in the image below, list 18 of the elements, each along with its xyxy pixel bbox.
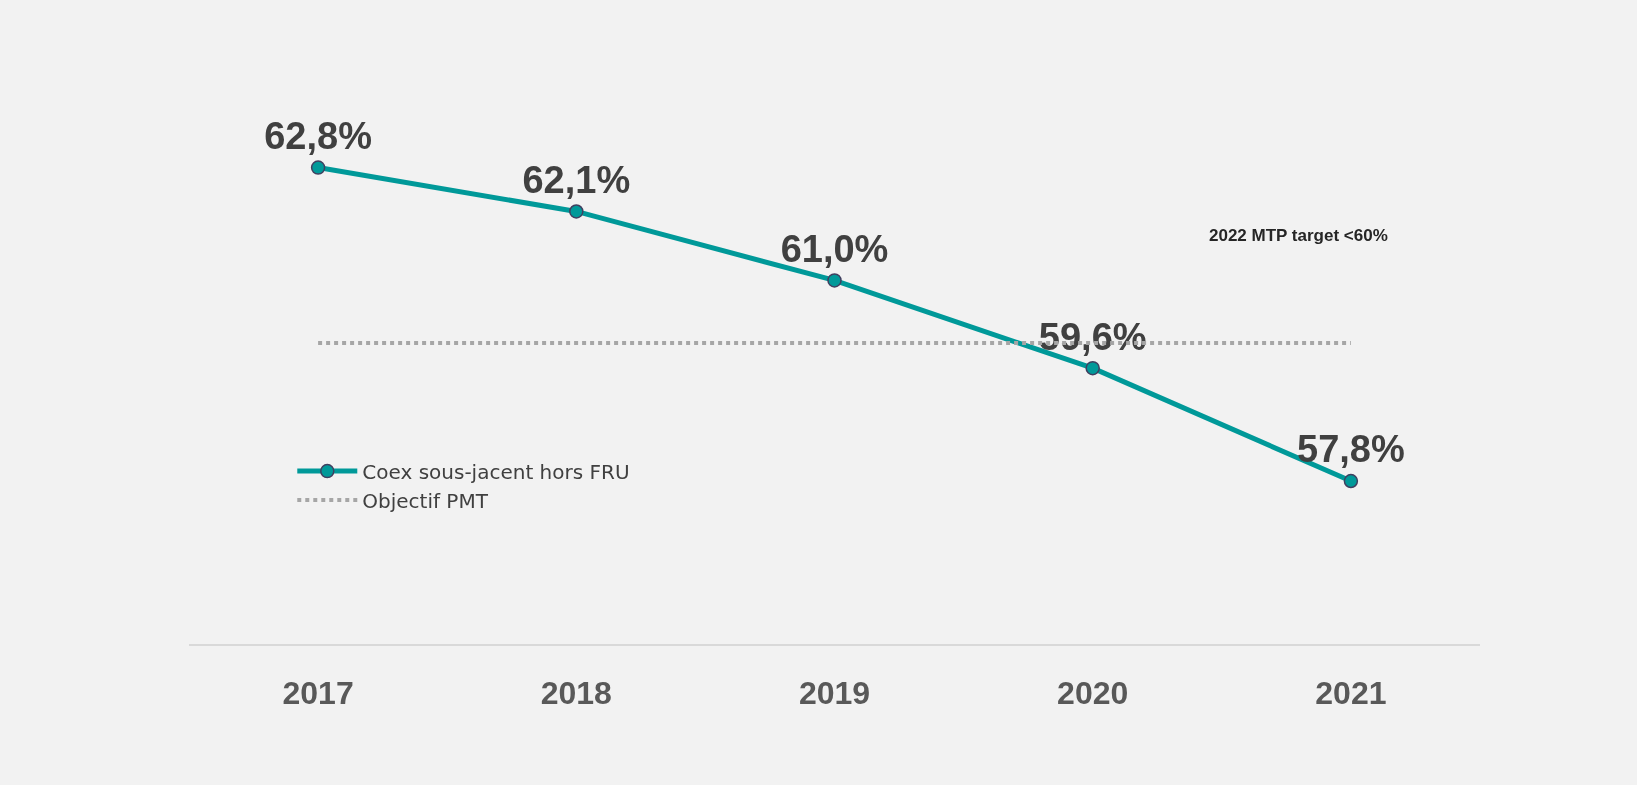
- x-tick-label: 2019: [798, 675, 871, 712]
- data-label: 62,8%: [264, 114, 372, 157]
- x-tick-label: 2020: [1057, 675, 1129, 712]
- x-tick-label: 2021: [1315, 675, 1387, 712]
- data-label: 59,6%: [1038, 315, 1147, 358]
- annotation: 2022 MTP target <60%: [1209, 226, 1388, 245]
- data-label: 62,1%: [522, 158, 631, 201]
- x-tick-label: 2017: [282, 675, 354, 712]
- legend-label: Objectif PMT: [362, 488, 489, 513]
- point: [827, 273, 842, 288]
- point: [569, 204, 584, 219]
- data-label: 61,0%: [780, 227, 889, 270]
- point: [310, 160, 326, 175]
- point: [1085, 360, 1100, 376]
- legend-label: Coex sous-jacent hors FRU: [362, 459, 630, 484]
- data-label: 57,8%: [1297, 428, 1405, 471]
- point: [1343, 473, 1359, 489]
- x-tick-label: 2018: [540, 675, 612, 712]
